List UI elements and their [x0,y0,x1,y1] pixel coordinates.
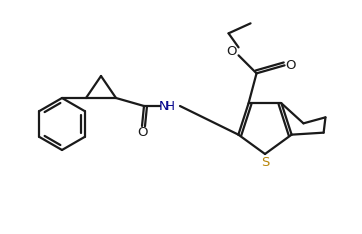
Text: O: O [285,59,296,72]
Text: O: O [226,45,237,58]
Text: O: O [137,127,147,139]
Text: N: N [159,99,169,113]
Text: S: S [261,156,269,168]
Text: H: H [165,99,174,113]
